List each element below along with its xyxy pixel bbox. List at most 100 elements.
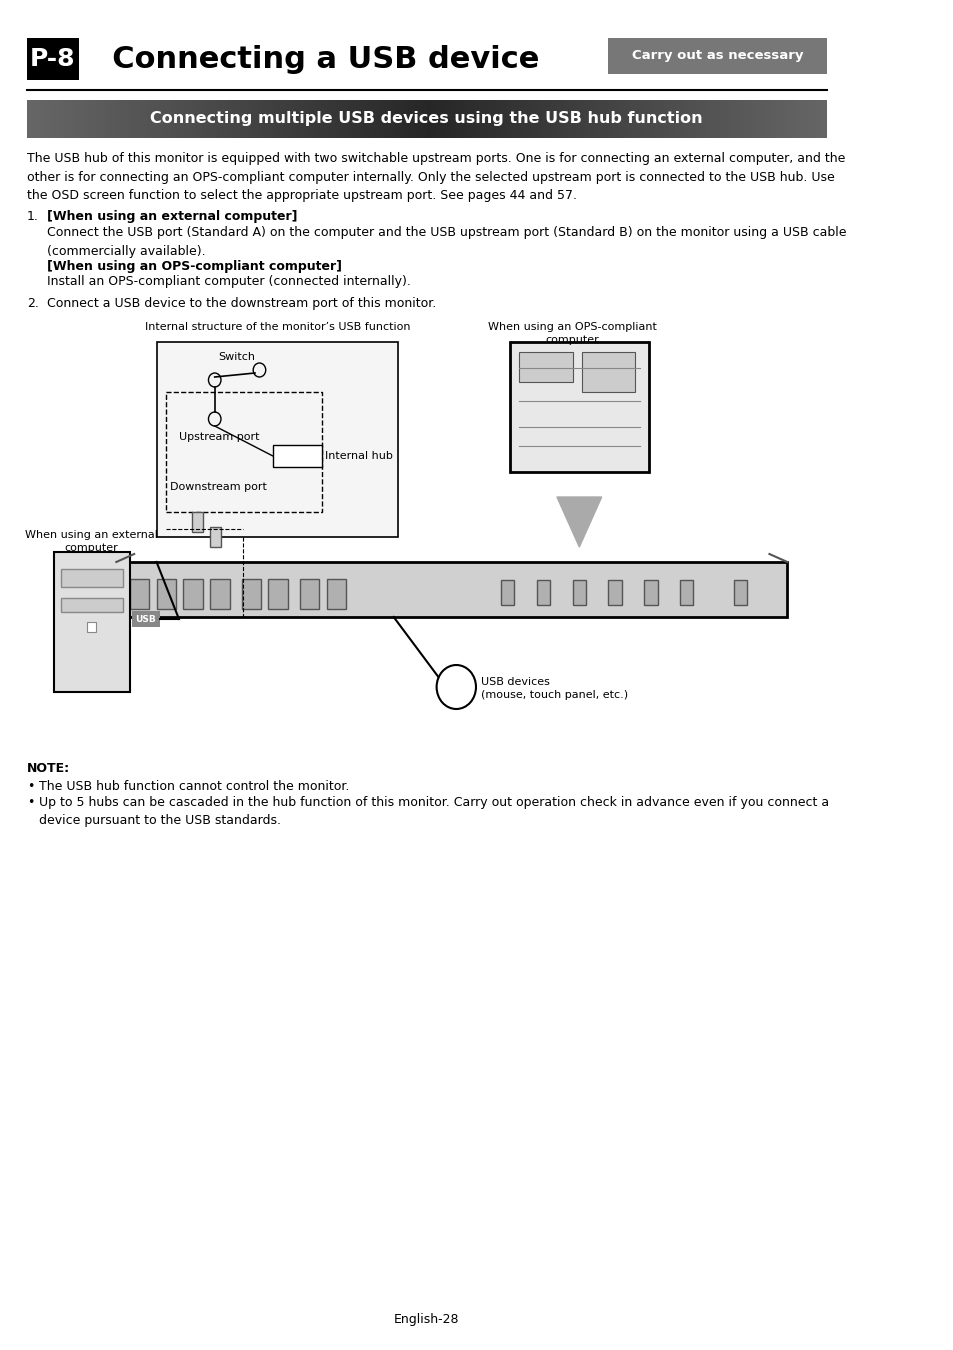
- Bar: [510, 342, 648, 472]
- Bar: [171, 100, 174, 138]
- Bar: [79, 100, 83, 138]
- Bar: [698, 100, 702, 138]
- Bar: [578, 100, 582, 138]
- Bar: [83, 100, 87, 138]
- Bar: [766, 100, 770, 138]
- Bar: [682, 100, 686, 138]
- Text: •: •: [27, 780, 34, 792]
- Bar: [307, 100, 311, 138]
- Bar: [646, 100, 650, 138]
- Text: Connect a USB device to the downstream port of this monitor.: Connect a USB device to the downstream p…: [47, 297, 436, 310]
- Bar: [158, 100, 163, 138]
- Text: 1.: 1.: [27, 211, 39, 223]
- Bar: [366, 100, 371, 138]
- Bar: [510, 100, 515, 138]
- Bar: [650, 100, 654, 138]
- Bar: [734, 100, 738, 138]
- Bar: [234, 100, 238, 138]
- Bar: [273, 446, 322, 467]
- Bar: [438, 100, 442, 138]
- Bar: [670, 100, 674, 138]
- Bar: [422, 100, 426, 138]
- Bar: [518, 100, 522, 138]
- Text: [When using an external computer]: [When using an external computer]: [47, 211, 296, 223]
- Bar: [610, 100, 614, 138]
- Bar: [194, 100, 198, 138]
- Bar: [156, 342, 397, 537]
- Bar: [506, 100, 510, 138]
- Bar: [39, 100, 43, 138]
- Bar: [238, 100, 243, 138]
- Bar: [442, 100, 446, 138]
- Bar: [570, 100, 574, 138]
- Bar: [526, 100, 530, 138]
- Text: Up to 5 hubs can be cascaded in the hub function of this monitor. Carry out oper: Up to 5 hubs can be cascaded in the hub …: [39, 796, 828, 828]
- Bar: [130, 579, 150, 609]
- Bar: [714, 100, 718, 138]
- Bar: [314, 100, 318, 138]
- Text: NOTE:: NOTE:: [27, 761, 70, 775]
- Bar: [426, 100, 431, 138]
- Bar: [435, 100, 438, 138]
- Text: Internal hub: Internal hub: [324, 451, 393, 460]
- Bar: [267, 100, 271, 138]
- Bar: [61, 598, 122, 612]
- Bar: [626, 100, 630, 138]
- Text: [When using an OPS-compliant computer]: [When using an OPS-compliant computer]: [47, 261, 341, 273]
- Bar: [555, 100, 558, 138]
- Bar: [458, 100, 462, 138]
- Bar: [61, 568, 122, 587]
- Bar: [398, 100, 402, 138]
- Bar: [790, 100, 794, 138]
- Bar: [67, 100, 71, 138]
- Bar: [546, 100, 550, 138]
- Bar: [94, 100, 99, 138]
- Bar: [183, 100, 187, 138]
- Bar: [586, 100, 590, 138]
- Bar: [774, 100, 778, 138]
- Bar: [798, 100, 801, 138]
- Bar: [223, 100, 227, 138]
- Bar: [498, 100, 502, 138]
- Bar: [742, 100, 746, 138]
- Bar: [643, 580, 657, 605]
- Bar: [355, 100, 358, 138]
- Bar: [582, 100, 586, 138]
- Text: USB devices
(mouse, touch panel, etc.): USB devices (mouse, touch panel, etc.): [481, 676, 628, 701]
- Bar: [114, 100, 119, 138]
- Bar: [178, 100, 183, 138]
- Bar: [634, 100, 639, 138]
- Bar: [147, 100, 151, 138]
- Bar: [542, 100, 546, 138]
- Bar: [183, 579, 203, 609]
- Bar: [706, 100, 710, 138]
- Bar: [730, 100, 734, 138]
- Text: The USB hub function cannot control the monitor.: The USB hub function cannot control the …: [39, 780, 350, 792]
- Bar: [686, 100, 690, 138]
- Bar: [111, 100, 114, 138]
- Text: Carry out as necessary: Carry out as necessary: [631, 50, 802, 62]
- Bar: [574, 100, 578, 138]
- Bar: [726, 100, 730, 138]
- Bar: [455, 100, 458, 138]
- Bar: [198, 100, 203, 138]
- Bar: [358, 100, 362, 138]
- Bar: [382, 100, 386, 138]
- Text: Connecting multiple USB devices using the USB hub function: Connecting multiple USB devices using th…: [151, 112, 702, 127]
- Bar: [518, 352, 572, 382]
- Bar: [127, 100, 131, 138]
- Bar: [131, 100, 134, 138]
- Bar: [674, 100, 678, 138]
- Bar: [54, 100, 59, 138]
- Bar: [679, 580, 693, 605]
- Bar: [74, 100, 79, 138]
- Bar: [371, 100, 375, 138]
- Bar: [490, 100, 495, 138]
- Bar: [327, 100, 331, 138]
- Text: Upstream port: Upstream port: [179, 432, 259, 441]
- Bar: [163, 100, 167, 138]
- Bar: [154, 100, 158, 138]
- Bar: [537, 580, 550, 605]
- Bar: [391, 100, 395, 138]
- Bar: [538, 100, 542, 138]
